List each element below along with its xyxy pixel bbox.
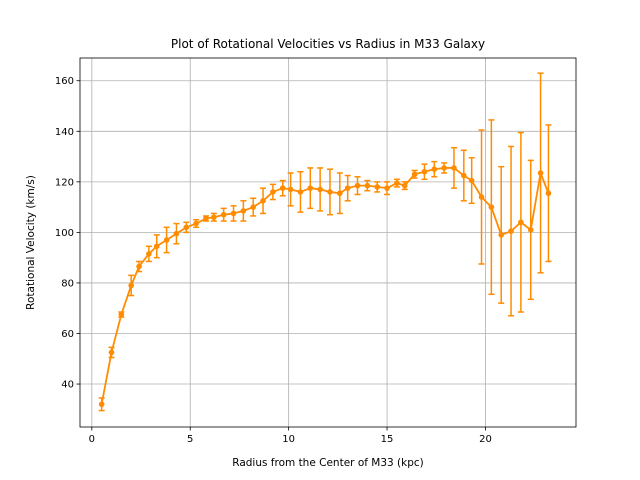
data-point <box>287 186 294 193</box>
x-axis-title: Radius from the Center of M33 (kpc) <box>232 457 424 469</box>
y-tick-label: 120 <box>55 177 74 188</box>
data-point <box>163 237 170 243</box>
chart-title: Plot of Rotational Velocities vs Radius … <box>171 37 485 51</box>
data-point <box>230 210 237 217</box>
data-point <box>384 185 390 191</box>
data-point <box>317 186 323 193</box>
data-point <box>327 189 333 195</box>
series-group <box>98 72 552 412</box>
data-point <box>211 214 217 221</box>
data-point <box>98 401 105 408</box>
data-point <box>173 230 180 237</box>
data-point <box>307 185 314 191</box>
y-tick-label: 160 <box>55 76 74 87</box>
x-tick-label: 10 <box>282 434 295 445</box>
data-point <box>498 232 505 238</box>
data-point <box>260 197 266 204</box>
data-point <box>468 177 475 184</box>
data-point <box>411 171 418 178</box>
data-point <box>478 194 485 200</box>
y-tick-label: 140 <box>55 127 74 138</box>
data-point <box>220 211 227 218</box>
data-point <box>118 311 125 318</box>
data-point <box>364 182 371 189</box>
x-tick-label: 0 <box>89 434 95 445</box>
data-point <box>193 220 199 227</box>
data-point <box>136 263 142 270</box>
data-point <box>297 189 304 195</box>
data-point <box>488 204 495 210</box>
y-tick-label: 60 <box>61 329 74 340</box>
data-point <box>203 215 209 222</box>
data-point <box>394 180 400 186</box>
data-point <box>451 165 457 171</box>
data-point <box>128 282 134 289</box>
x-tick-label: 5 <box>187 434 193 445</box>
data-point <box>240 208 247 214</box>
data-point <box>518 219 524 226</box>
data-point <box>337 190 343 197</box>
data-point <box>545 190 552 197</box>
data-point <box>441 165 447 171</box>
data-point <box>401 182 408 189</box>
data-point <box>279 185 286 191</box>
data-point <box>374 184 381 190</box>
data-point <box>421 168 428 175</box>
grid-lines <box>80 58 576 427</box>
data-point <box>270 189 276 195</box>
data-point <box>344 185 351 191</box>
y-tick-label: 40 <box>61 380 74 391</box>
data-point <box>108 349 115 356</box>
data-point <box>508 228 514 234</box>
x-tick-label: 15 <box>381 434 394 445</box>
data-point <box>431 166 438 173</box>
y-axis-title: Rotational Velocity (km/s) <box>25 175 37 310</box>
x-tick-label: 20 <box>479 434 492 445</box>
data-point <box>153 243 160 250</box>
data-series <box>98 72 552 412</box>
data-point <box>537 170 544 176</box>
data-point <box>183 224 190 231</box>
data-point <box>527 227 534 233</box>
data-point <box>461 172 467 179</box>
axis-ticks: 0 5 10 15 20 40 60 80 100 120 140 160 <box>55 76 492 445</box>
data-point <box>250 204 257 210</box>
y-tick-label: 80 <box>61 278 74 289</box>
y-tick-label: 100 <box>55 228 74 239</box>
data-point <box>146 251 152 257</box>
plot-area-frame <box>79 57 577 428</box>
data-point <box>354 182 361 189</box>
